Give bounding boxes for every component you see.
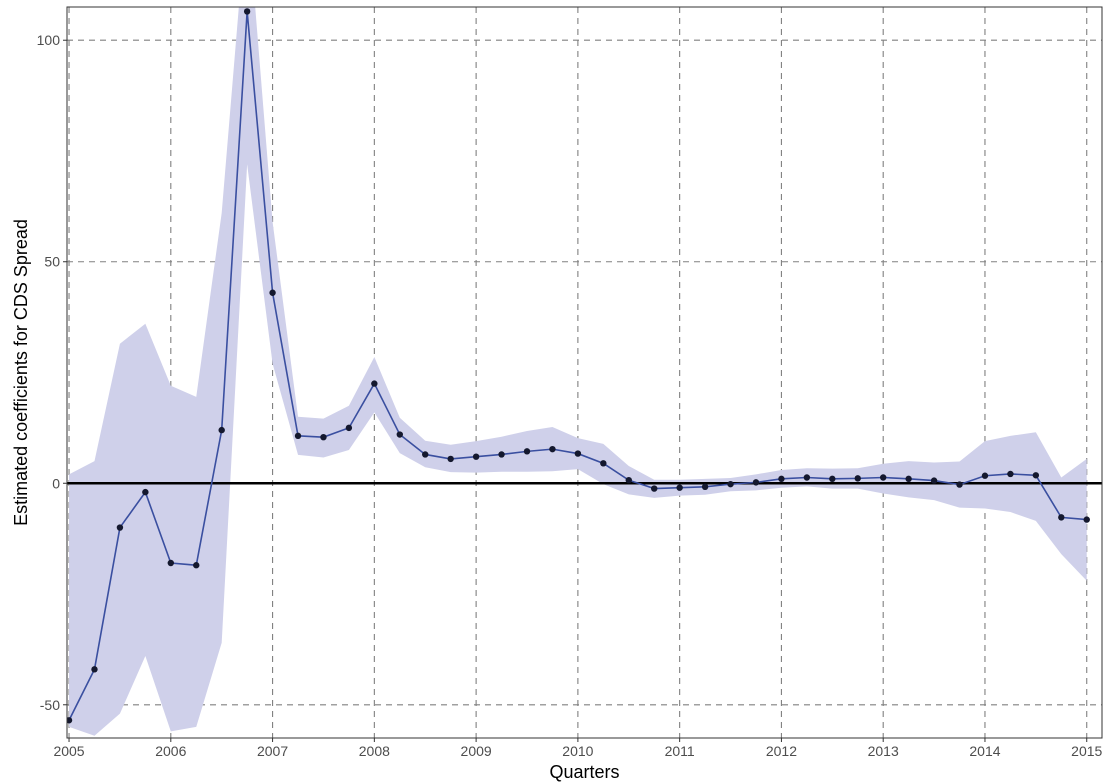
x-tick-label: 2008 [359, 743, 390, 759]
data-point [879, 474, 887, 481]
y-tick-label: -50 [40, 697, 60, 713]
data-point [142, 488, 149, 496]
data-point [294, 432, 302, 440]
y-tick-label: 50 [44, 254, 60, 270]
x-tick-label: 2010 [562, 743, 593, 759]
data-point [854, 475, 861, 482]
data-point [651, 485, 658, 492]
data-point [829, 475, 836, 483]
data-point [981, 472, 989, 479]
x-tick-label: 2006 [155, 743, 186, 759]
x-tick-label: 2015 [1071, 743, 1102, 759]
x-tick-label: 2005 [53, 743, 84, 759]
data-point [625, 476, 632, 484]
grid [67, 7, 1102, 738]
data-point [498, 451, 505, 458]
data-point [193, 562, 200, 569]
data-point [701, 483, 709, 491]
data-point [447, 455, 454, 463]
data-point [803, 474, 811, 481]
data-point [778, 475, 785, 483]
y-tick-label: 100 [37, 32, 61, 48]
x-tick-label: 2011 [665, 743, 695, 759]
y-axis-ticks: -50 0 50 100 [37, 32, 67, 713]
data-point [1058, 514, 1065, 521]
x-axis-title: Quarters [549, 762, 619, 782]
x-tick-label: 2007 [257, 743, 288, 759]
data-point [956, 481, 963, 488]
x-axis-ticks: 2005 2006 2007 2008 2009 2010 2011 2012 2013 2014… [53, 738, 1103, 759]
data-point [752, 479, 760, 486]
data-point [345, 424, 353, 432]
y-axis-title: Estimated coefficients for CDS Spread [11, 219, 31, 526]
data-point [574, 450, 582, 457]
data-point [905, 475, 912, 483]
data-point [167, 559, 175, 567]
data-point [1083, 516, 1090, 523]
plot-border [66, 6, 1103, 739]
confidence-band [69, 7, 1087, 736]
y-tick-label: 0 [52, 475, 60, 491]
data-point [727, 480, 734, 488]
data-point [218, 426, 225, 434]
x-tick-label: 2014 [969, 743, 1000, 759]
data-point [1032, 472, 1040, 479]
data-point [472, 453, 480, 460]
data-point [243, 8, 251, 15]
data-point [600, 460, 607, 467]
data-point [91, 666, 98, 673]
data-point [269, 289, 276, 296]
data-point [523, 448, 531, 455]
data-points [67, 8, 1090, 724]
data-point [930, 477, 938, 484]
data-point [1007, 470, 1014, 478]
x-tick-label: 2012 [766, 743, 797, 759]
data-point [676, 484, 683, 491]
x-tick-label: 2013 [868, 743, 899, 759]
confidence-band-layer [69, 7, 1087, 736]
data-point [320, 433, 327, 441]
data-point [549, 445, 556, 453]
data-point [67, 717, 73, 724]
x-tick-label: 2009 [461, 743, 492, 759]
data-point [371, 380, 378, 387]
data-point [116, 524, 124, 531]
data-point [396, 431, 403, 438]
data-point [422, 451, 429, 458]
